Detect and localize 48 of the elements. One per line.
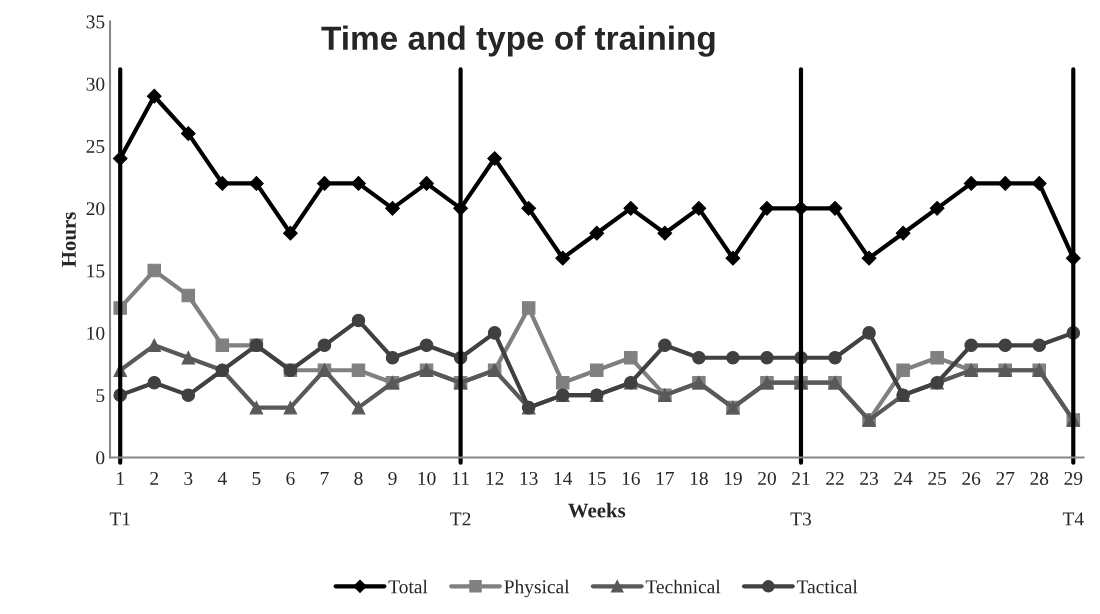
x-tick-label: 26 — [962, 471, 981, 485]
x-tick-label: 18 — [690, 471, 708, 485]
x-tick-label: 29 — [1064, 471, 1083, 485]
y-tick-label: 10 — [87, 326, 105, 340]
y-tick-label: 30 — [86, 77, 105, 91]
x-tick-label: 6 — [286, 471, 295, 485]
ref-line-label: T1 — [109, 512, 130, 526]
x-tick-label: 12 — [486, 471, 504, 485]
legend-label: Total — [388, 579, 428, 594]
x-tick-label: 21 — [792, 471, 810, 485]
y-tick-label: 5 — [96, 389, 105, 403]
x-tick-label: 25 — [928, 471, 947, 485]
x-tick-label: 24 — [894, 471, 913, 485]
legend-label: Tactical — [796, 579, 858, 594]
chart-title: Time and type of training — [321, 25, 715, 57]
x-tick-label: 14 — [554, 471, 573, 485]
x-tick-label: 16 — [622, 471, 640, 485]
x-tick-label: 17 — [656, 471, 674, 485]
x-tick-label: 19 — [724, 471, 742, 485]
x-tick-label: 1 — [117, 471, 124, 485]
x-tick-label: 22 — [826, 471, 844, 485]
y-tick-label: 15 — [87, 264, 105, 278]
x-tick-label: 23 — [860, 471, 879, 485]
x-tick-label: 4 — [217, 472, 227, 485]
x-tick-label: 3 — [184, 471, 193, 485]
x-tick-label: 7 — [320, 472, 329, 485]
y-tick-label: 35 — [86, 15, 105, 29]
legend-label: Technical — [645, 579, 721, 594]
x-tick-label: 8 — [354, 471, 363, 485]
x-tick-label: 27 — [996, 471, 1015, 485]
ref-line-label: T2 — [450, 512, 471, 526]
x-tick-label: 10 — [418, 471, 436, 485]
ref-line-label: T3 — [790, 512, 812, 526]
x-tick-label: 2 — [150, 471, 159, 485]
y-axis-title: Hours — [62, 212, 76, 267]
x-tick-label: 11 — [452, 471, 469, 485]
y-tick-label: 25 — [86, 139, 105, 153]
x-tick-label: 13 — [520, 471, 538, 485]
legend-label: Physical — [504, 579, 570, 598]
x-tick-label: 5 — [252, 472, 261, 485]
y-tick-label: 0 — [96, 451, 105, 465]
x-axis-title: Weeks — [568, 502, 626, 518]
x-tick-label: 28 — [1030, 471, 1049, 485]
y-tick-label: 20 — [86, 202, 105, 216]
x-tick-label: 9 — [388, 471, 397, 485]
ref-line-label: T4 — [1062, 512, 1084, 526]
x-tick-label: 20 — [758, 471, 776, 485]
x-tick-label: 15 — [588, 471, 606, 485]
